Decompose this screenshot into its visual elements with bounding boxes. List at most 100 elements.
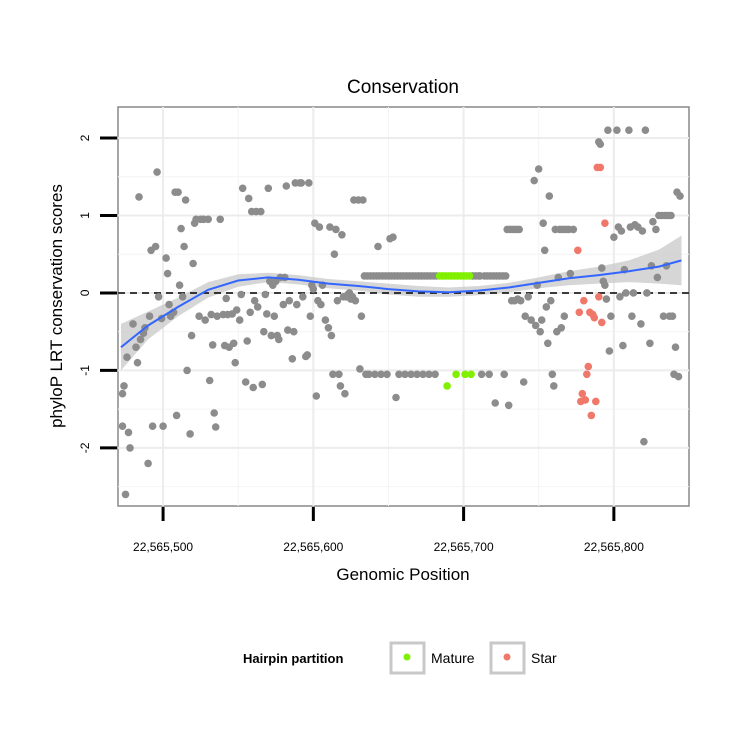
data-point-other (329, 370, 337, 379)
y-axis: -2 -1 0 1 2 (78, 134, 117, 453)
data-point-star (601, 219, 609, 227)
data-point-star (580, 296, 588, 305)
data-point-other (671, 343, 680, 352)
x-axis-title: Genomic Position (336, 565, 469, 584)
data-point-other (324, 324, 333, 332)
data-point-other (172, 411, 181, 420)
data-point-star (590, 313, 599, 322)
data-point-other (395, 370, 403, 379)
data-point-other (566, 269, 575, 278)
data-point-other (243, 337, 251, 345)
data-point-mature (461, 370, 469, 379)
data-point-other (598, 264, 606, 272)
data-point-other (261, 290, 270, 299)
data-point-other (326, 223, 334, 231)
data-point-other (501, 272, 510, 280)
data-point-other (668, 312, 677, 321)
data-point-other (204, 215, 212, 224)
x-tick-label: 22,565,600 (283, 540, 343, 554)
y-axis-title: phyloP LRT conservation scores (47, 184, 66, 428)
data-point-other (545, 192, 554, 200)
data-point-other (377, 370, 385, 379)
data-point-other (365, 370, 373, 379)
data-point-other (544, 339, 552, 348)
data-point-other (270, 312, 279, 321)
data-point-other (237, 290, 245, 299)
data-point-other (180, 242, 188, 251)
data-point-other (213, 312, 221, 321)
data-point-other (120, 382, 128, 390)
data-point-other (288, 355, 297, 363)
data-point-other (222, 294, 230, 303)
data-point-other (330, 250, 339, 258)
data-point-other (216, 215, 224, 224)
data-point-other (341, 389, 349, 398)
data-point-other (315, 223, 324, 231)
data-point-other (338, 231, 346, 239)
data-point-other (389, 233, 397, 241)
data-point-other (477, 370, 486, 379)
plot-border (117, 106, 690, 507)
data-point-star (575, 308, 584, 317)
data-point-other (135, 193, 143, 201)
data-point-other (118, 389, 127, 398)
data-point-star (595, 293, 603, 301)
data-point-other (374, 242, 382, 251)
data-point-other (148, 422, 157, 431)
data-point-other (335, 370, 343, 379)
data-point-other (371, 370, 379, 379)
data-point-other (189, 259, 197, 268)
data-point-other (257, 207, 265, 216)
data-point-other (123, 353, 131, 362)
data-point-other (246, 308, 254, 317)
data-point-other (235, 316, 244, 324)
data-point-other (317, 300, 325, 309)
data-point-other (195, 312, 203, 321)
data-point-other (281, 273, 289, 282)
data-point-other (309, 285, 318, 293)
data-point-mature (465, 272, 474, 280)
legend-label-mature: Mature (431, 650, 475, 666)
data-point-other (519, 378, 528, 386)
data-point-other (181, 196, 190, 204)
data-point-other (491, 399, 500, 407)
data-point-other (351, 296, 360, 305)
data-point-other (659, 312, 668, 321)
data-point-other (129, 320, 137, 328)
data-point-other (263, 310, 271, 318)
data-point-other (333, 296, 342, 305)
data-point-other (118, 422, 127, 431)
data-point-other (613, 126, 621, 134)
data-point-other (356, 365, 364, 373)
data-point-other (258, 380, 267, 389)
data-point-other (305, 179, 313, 187)
data-point-mature (443, 382, 451, 390)
data-point-other (332, 225, 340, 234)
legend-marker-star (503, 653, 511, 661)
y-tick-label: 1 (78, 212, 92, 219)
data-point-other (536, 327, 544, 336)
data-point-other (279, 300, 288, 309)
data-point-other (643, 289, 651, 297)
data-point-other (640, 437, 648, 446)
data-point-other (641, 126, 650, 134)
data-point-star (587, 411, 596, 420)
smooth-trend-line (120, 259, 682, 348)
data-point-other (285, 296, 294, 305)
data-point-other (260, 327, 268, 336)
data-point-other (210, 409, 218, 417)
data-point-other (186, 430, 194, 438)
data-point-star (578, 389, 587, 398)
data-point-other (187, 331, 196, 340)
data-point-other (211, 423, 220, 431)
data-point-other (638, 227, 647, 235)
data-point-other (121, 490, 130, 499)
data-point-other (359, 196, 367, 204)
data-point-other (548, 370, 557, 379)
data-point-other (282, 182, 291, 190)
data-point-other (153, 168, 161, 176)
data-point-other (485, 370, 494, 379)
data-points (118, 126, 684, 499)
data-point-other (530, 176, 538, 185)
